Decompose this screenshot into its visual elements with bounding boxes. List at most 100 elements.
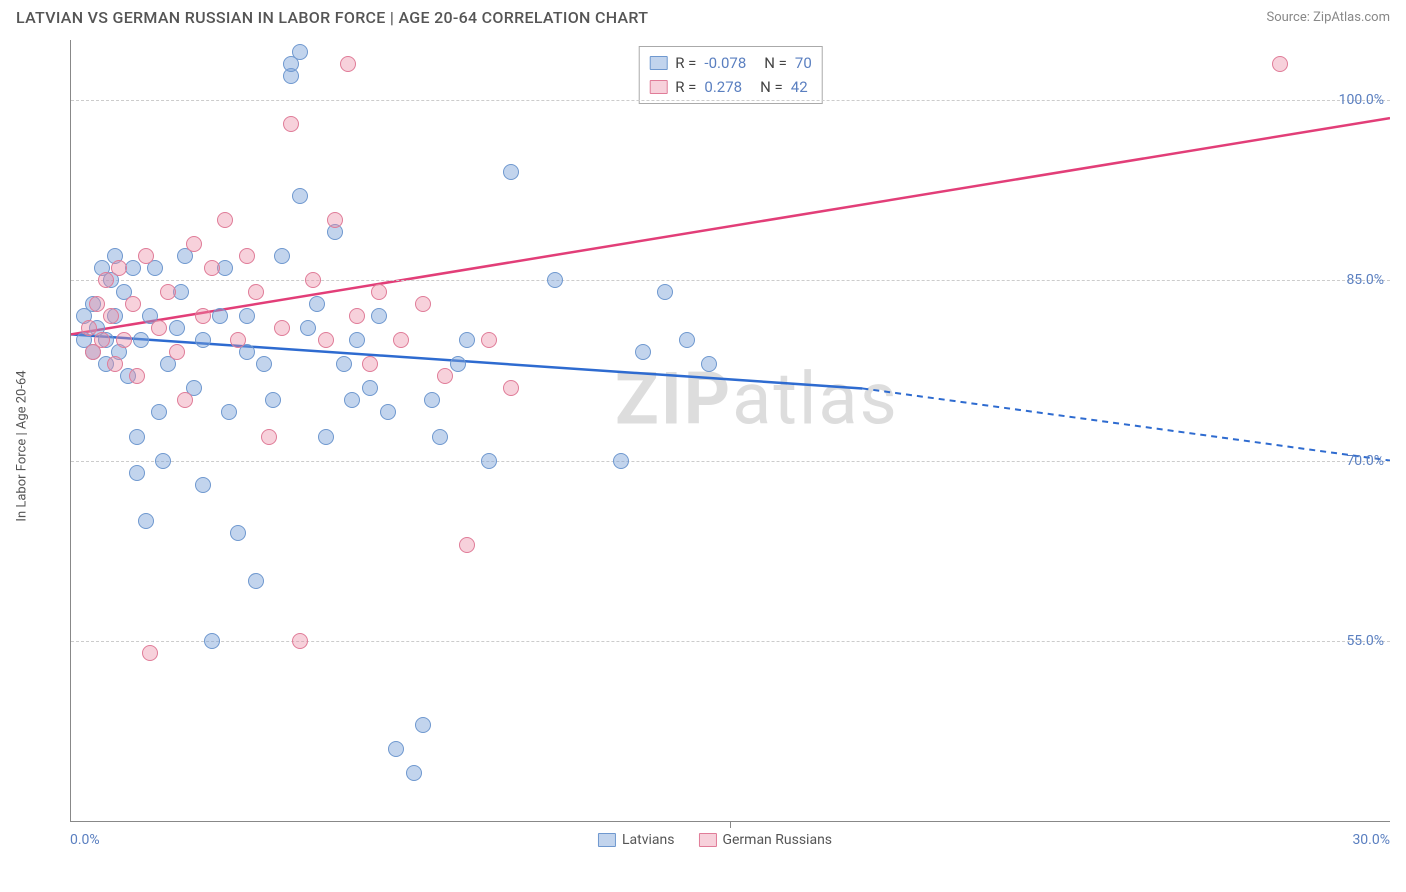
data-point	[155, 453, 171, 469]
correlation-legend: R = -0.078N = 70R = 0.278N = 42	[638, 46, 823, 104]
data-point	[169, 344, 185, 360]
data-point	[283, 116, 299, 132]
gridline	[71, 461, 1390, 462]
data-point	[204, 633, 220, 649]
data-point	[547, 272, 563, 288]
data-point	[393, 332, 409, 348]
data-point	[371, 284, 387, 300]
data-point	[336, 356, 352, 372]
gridline	[71, 280, 1390, 281]
data-point	[406, 765, 422, 781]
data-point	[195, 477, 211, 493]
data-point	[292, 188, 308, 204]
data-point	[459, 332, 475, 348]
data-point	[481, 332, 497, 348]
data-point	[415, 717, 431, 733]
data-point	[186, 236, 202, 252]
data-point	[349, 332, 365, 348]
data-point	[344, 392, 360, 408]
data-point	[635, 344, 651, 360]
data-point	[318, 332, 334, 348]
data-point	[459, 537, 475, 553]
watermark: ZIPatlas	[615, 357, 899, 442]
data-point	[256, 356, 272, 372]
data-point	[160, 284, 176, 300]
gridline	[71, 100, 1390, 101]
data-point	[450, 356, 466, 372]
data-point	[129, 368, 145, 384]
data-point	[125, 296, 141, 312]
data-point	[177, 392, 193, 408]
data-point	[195, 332, 211, 348]
plot-region: ZIPatlas R = -0.078N = 70R = 0.278N = 42…	[70, 40, 1390, 822]
data-point	[239, 308, 255, 324]
y-tick-label: 55.0%	[1346, 633, 1384, 649]
chart-area: In Labor Force | Age 20-64 ZIPatlas R = …	[40, 40, 1390, 852]
data-point	[204, 260, 220, 276]
data-point	[503, 380, 519, 396]
legend-item: Latvians	[598, 832, 675, 848]
y-tick-label: 70.0%	[1346, 453, 1384, 469]
data-point	[133, 332, 149, 348]
data-point	[221, 404, 237, 420]
data-point	[230, 525, 246, 541]
chart-header: LATVIAN VS GERMAN RUSSIAN IN LABOR FORCE…	[0, 0, 1406, 31]
data-point	[248, 284, 264, 300]
data-point	[169, 320, 185, 336]
y-tick-label: 85.0%	[1346, 272, 1384, 288]
y-tick-label: 100.0%	[1339, 92, 1384, 108]
series-legend: LatviansGerman Russians	[598, 832, 832, 848]
data-point	[424, 392, 440, 408]
x-tick-mark	[730, 822, 731, 828]
data-point	[349, 308, 365, 324]
data-point	[239, 248, 255, 264]
data-point	[81, 320, 97, 336]
y-axis-label: In Labor Force | Age 20-64	[15, 370, 30, 521]
data-point	[138, 248, 154, 264]
data-point	[388, 741, 404, 757]
data-point	[129, 429, 145, 445]
data-point	[107, 356, 123, 372]
data-point	[274, 320, 290, 336]
data-point	[362, 356, 378, 372]
data-point	[657, 284, 673, 300]
data-point	[142, 645, 158, 661]
data-point	[116, 332, 132, 348]
data-point	[111, 260, 127, 276]
data-point	[437, 368, 453, 384]
legend-row: R = -0.078N = 70	[649, 51, 812, 75]
data-point	[371, 308, 387, 324]
data-point	[274, 248, 290, 264]
data-point	[340, 56, 356, 72]
data-point	[138, 513, 154, 529]
data-point	[98, 272, 114, 288]
data-point	[679, 332, 695, 348]
data-point	[309, 296, 325, 312]
legend-row: R = 0.278N = 42	[649, 75, 812, 99]
data-point	[503, 164, 519, 180]
data-point	[292, 633, 308, 649]
gridline	[71, 641, 1390, 642]
data-point	[300, 320, 316, 336]
data-point	[327, 212, 343, 228]
data-point	[89, 296, 105, 312]
data-point	[613, 453, 629, 469]
x-tick-min: 0.0%	[70, 832, 100, 848]
data-point	[94, 332, 110, 348]
data-point	[380, 404, 396, 420]
data-point	[129, 465, 145, 481]
chart-title: LATVIAN VS GERMAN RUSSIAN IN LABOR FORCE…	[16, 8, 648, 27]
data-point	[305, 272, 321, 288]
data-point	[481, 453, 497, 469]
data-point	[292, 44, 308, 60]
data-point	[1272, 56, 1288, 72]
data-point	[415, 296, 431, 312]
data-point	[265, 392, 281, 408]
data-point	[432, 429, 448, 445]
data-point	[318, 429, 334, 445]
data-point	[195, 308, 211, 324]
data-point	[248, 573, 264, 589]
data-point	[362, 380, 378, 396]
data-point	[261, 429, 277, 445]
data-point	[701, 356, 717, 372]
